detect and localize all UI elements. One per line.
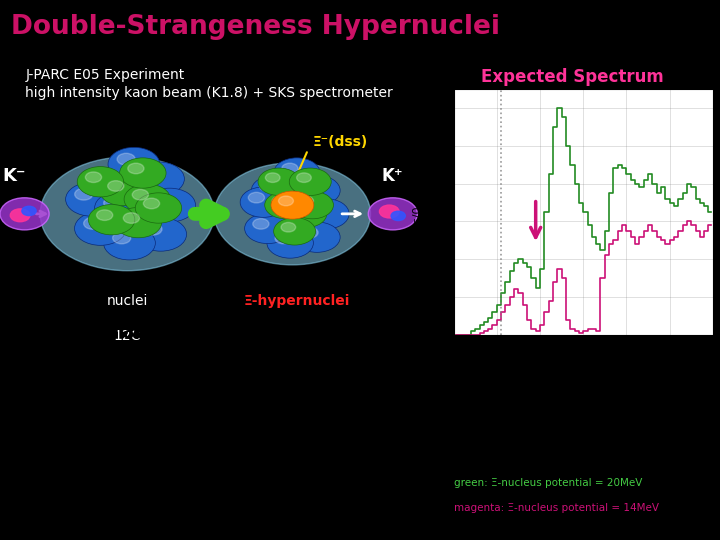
Circle shape (108, 147, 160, 181)
Text: high intensity kaon beam (K1.8) + SKS spectrometer: high intensity kaon beam (K1.8) + SKS sp… (25, 86, 393, 100)
Circle shape (127, 163, 144, 174)
Circle shape (96, 210, 113, 220)
Text: Expected Spectrum: Expected Spectrum (481, 68, 664, 85)
Circle shape (258, 168, 300, 195)
Circle shape (123, 213, 140, 224)
Circle shape (99, 176, 146, 206)
Circle shape (272, 196, 287, 206)
Circle shape (84, 168, 135, 201)
Circle shape (251, 176, 298, 206)
Circle shape (279, 196, 294, 206)
Circle shape (289, 168, 331, 195)
Circle shape (120, 158, 166, 188)
Text: 12C: 12C (114, 329, 141, 343)
Circle shape (285, 200, 327, 227)
Circle shape (144, 188, 196, 222)
Circle shape (281, 222, 296, 232)
Circle shape (94, 191, 146, 225)
Text: green: Ξ-nucleus potential = 20MeV: green: Ξ-nucleus potential = 20MeV (454, 478, 642, 488)
Text: ❯  explore multi-strangeness: ❯ explore multi-strangeness (35, 431, 230, 444)
Circle shape (391, 211, 405, 220)
Circle shape (368, 198, 418, 230)
Circle shape (245, 213, 291, 244)
Circle shape (0, 198, 49, 230)
Text: K⁻: K⁻ (2, 167, 26, 185)
Circle shape (93, 174, 111, 186)
Circle shape (143, 198, 160, 209)
Circle shape (115, 207, 161, 238)
Circle shape (84, 218, 102, 230)
Circle shape (267, 228, 313, 258)
Circle shape (292, 191, 333, 219)
Circle shape (302, 227, 318, 238)
Circle shape (294, 176, 340, 206)
Circle shape (135, 217, 186, 251)
Text: • Ξ-nucleus interaction: • Ξ-nucleus interaction (21, 366, 218, 381)
Circle shape (253, 219, 269, 229)
Circle shape (132, 162, 184, 196)
Circle shape (297, 173, 311, 183)
Circle shape (135, 193, 181, 223)
Circle shape (215, 163, 371, 265)
Circle shape (10, 209, 30, 222)
Text: ❯  structure of the neutron star: ❯ structure of the neutron star (35, 399, 246, 411)
Circle shape (275, 233, 292, 244)
Circle shape (75, 188, 93, 200)
Circle shape (259, 181, 276, 191)
Circle shape (311, 204, 327, 214)
Circle shape (248, 192, 264, 203)
Text: magenta: Ξ-nucleus potential = 14MeV: magenta: Ξ-nucleus potential = 14MeV (454, 503, 659, 514)
Circle shape (299, 196, 313, 206)
Text: Ξ-hypernuclei: Ξ-hypernuclei (243, 294, 350, 308)
Text: nuclei: nuclei (107, 294, 148, 308)
Circle shape (271, 191, 314, 219)
Circle shape (302, 199, 349, 229)
Circle shape (86, 172, 102, 183)
Circle shape (77, 167, 124, 197)
Circle shape (274, 218, 315, 245)
Text: • discovery of  Ξ-hypernculei: • discovery of Ξ-hypernculei (21, 327, 268, 342)
Circle shape (294, 222, 340, 252)
Circle shape (379, 205, 399, 218)
Circle shape (292, 205, 307, 214)
Circle shape (282, 163, 298, 174)
Circle shape (153, 194, 171, 206)
Circle shape (117, 153, 135, 165)
Circle shape (108, 181, 124, 191)
Text: Double-Strangeness Hypernuclei: Double-Strangeness Hypernuclei (11, 14, 500, 39)
Circle shape (22, 206, 36, 215)
Circle shape (132, 190, 148, 200)
Text: Ξ⁻(dss): Ξ⁻(dss) (312, 136, 368, 150)
Text: J-PARC E05 Experiment: J-PARC E05 Experiment (25, 68, 184, 82)
Circle shape (89, 205, 135, 235)
Circle shape (274, 158, 320, 188)
Circle shape (40, 157, 215, 271)
Circle shape (265, 191, 307, 219)
Text: hadronic systems: hadronic systems (54, 457, 171, 470)
Circle shape (302, 181, 318, 191)
Circle shape (240, 187, 287, 217)
Text: K⁺: K⁺ (382, 167, 403, 185)
Circle shape (124, 184, 171, 214)
Circle shape (142, 168, 160, 180)
Y-axis label: [counts/0.5MeV]: [counts/0.5MeV] (411, 166, 421, 258)
Circle shape (75, 212, 126, 245)
X-axis label: -BΞ [MeV]: -BΞ [MeV] (552, 360, 614, 373)
Circle shape (112, 232, 131, 244)
Circle shape (266, 173, 280, 183)
Circle shape (104, 226, 156, 260)
Circle shape (144, 223, 162, 235)
Circle shape (104, 197, 122, 209)
Circle shape (66, 183, 117, 216)
